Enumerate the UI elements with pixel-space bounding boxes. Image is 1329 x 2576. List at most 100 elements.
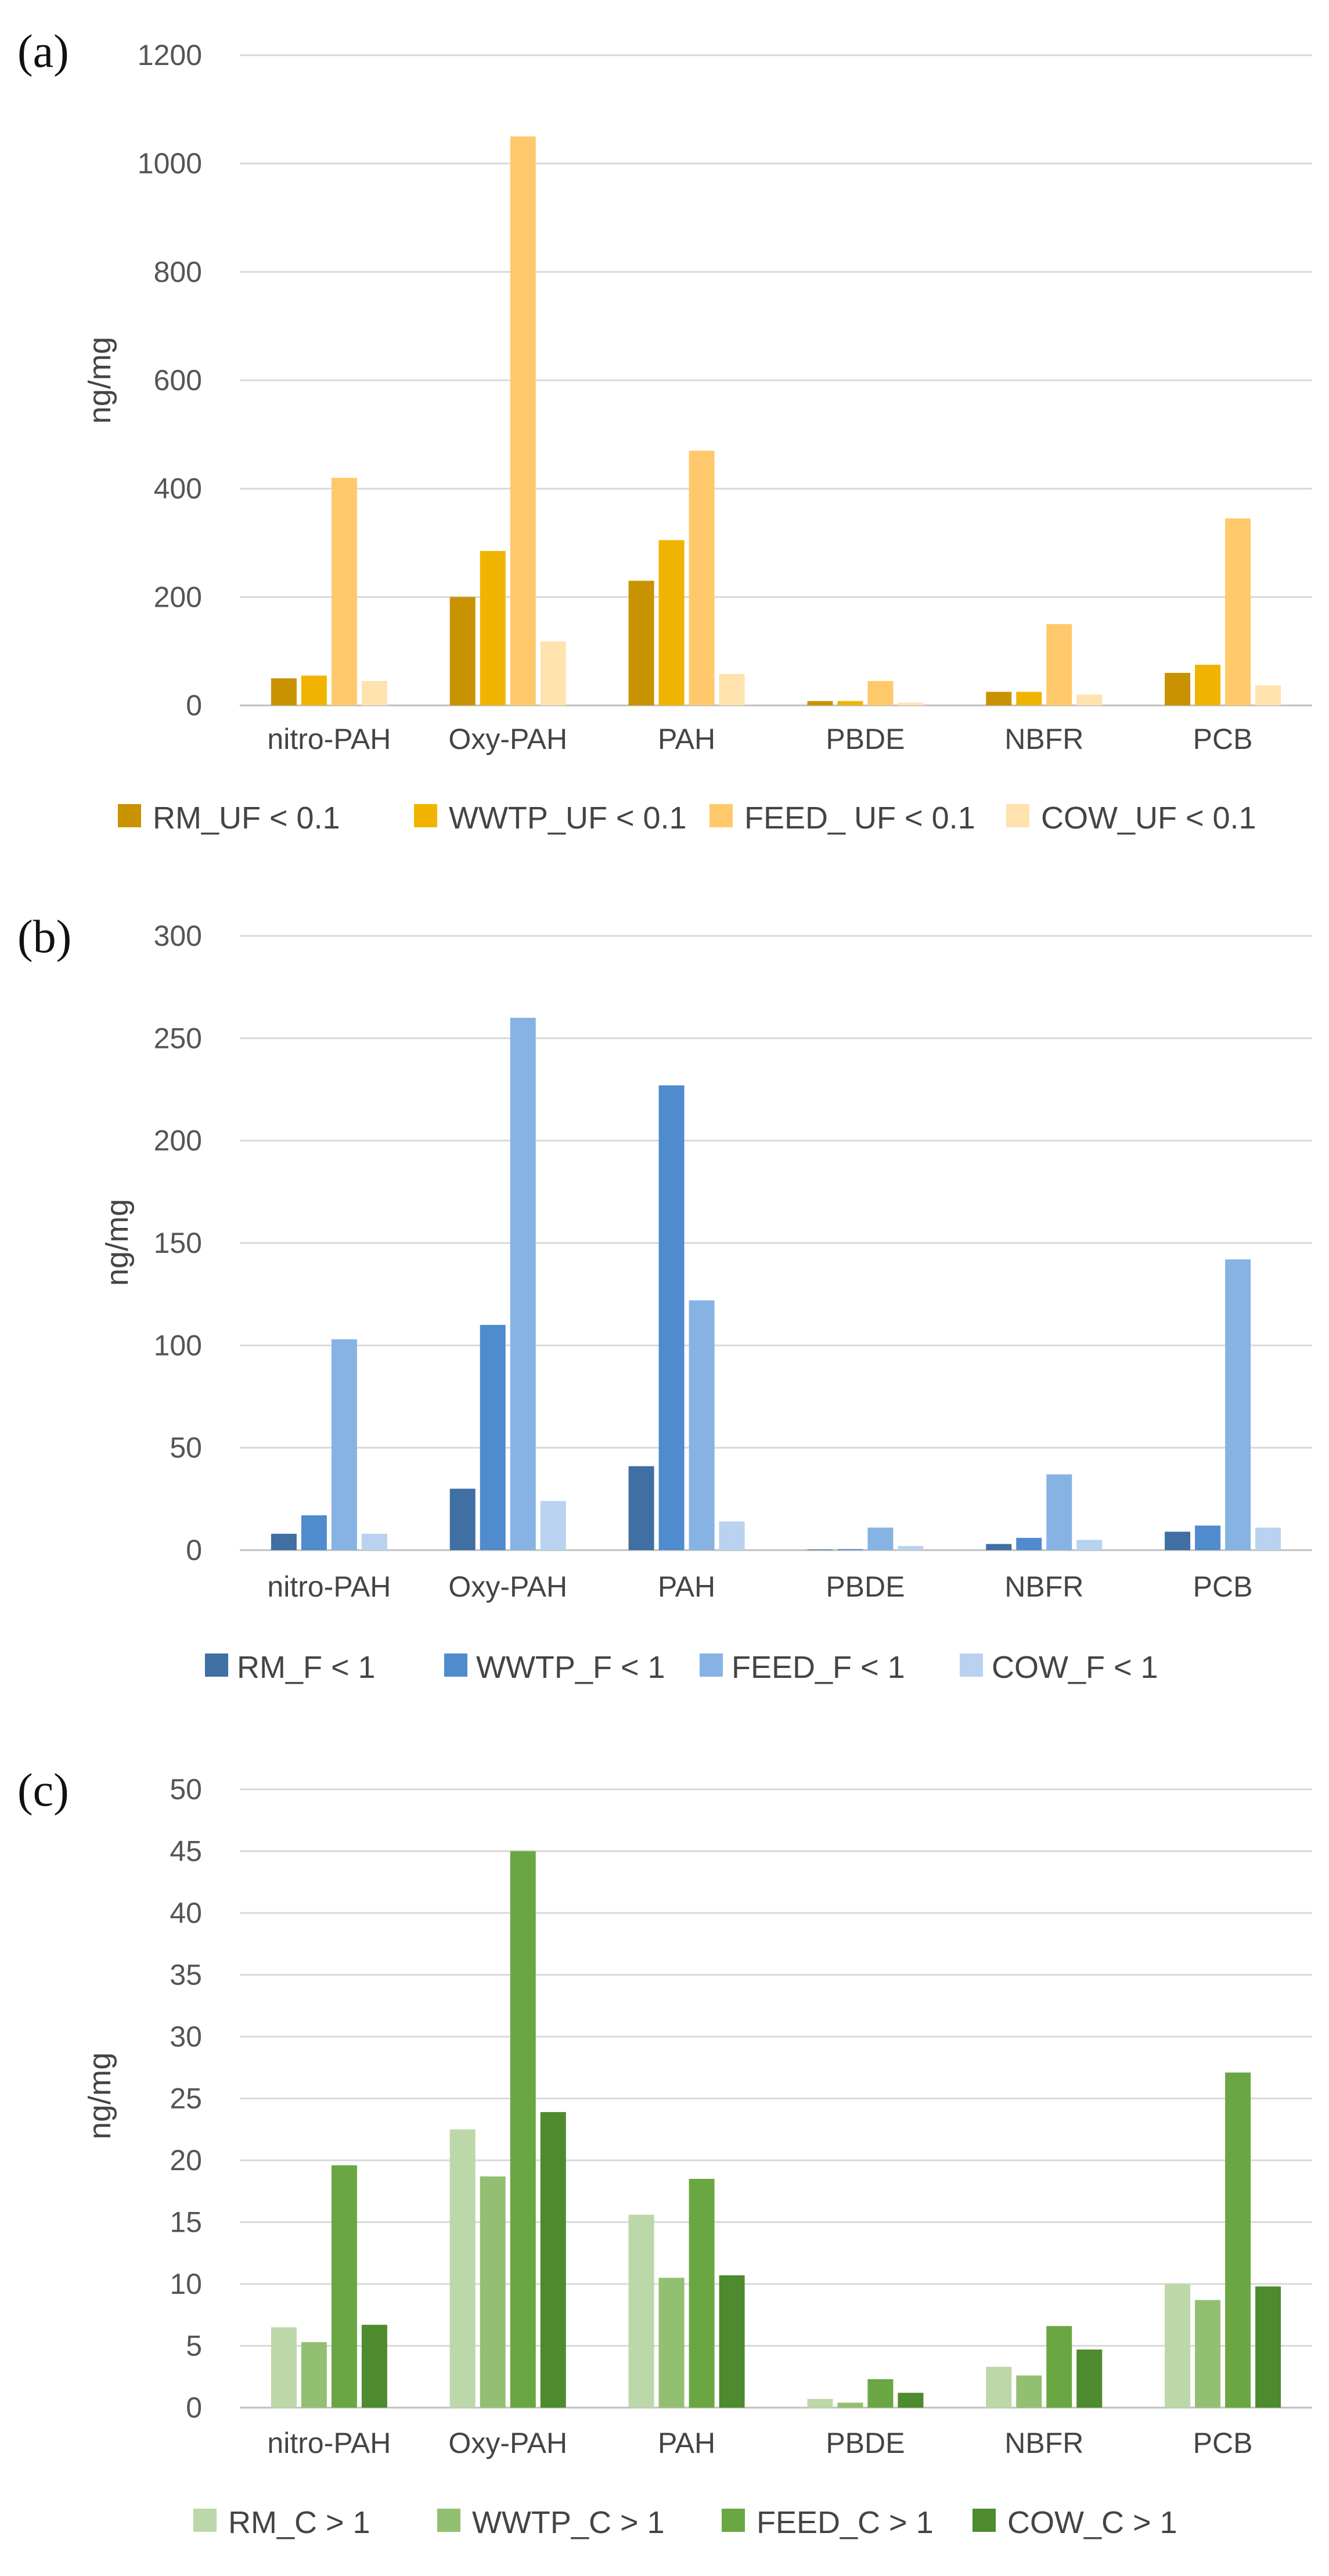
y-tick-label: 45 <box>170 1835 202 1868</box>
bar-oxy-pah-series-3 <box>510 1018 536 1550</box>
bar-pcb-series-4 <box>1255 685 1281 705</box>
bar-oxy-pah-series-2 <box>480 2176 506 2408</box>
bar-oxy-pah-series-3 <box>510 136 536 705</box>
x-tick-label: NBFR <box>1004 1570 1083 1603</box>
x-tick-label: PCB <box>1193 1570 1253 1603</box>
y-tick-label: 300 <box>154 920 202 952</box>
bar-pcb-series-3 <box>1225 2072 1251 2408</box>
bar-pbde-series-2 <box>837 1549 863 1550</box>
y-axis-title: ng/mg <box>82 337 117 424</box>
bar-nitro-pah-series-3 <box>331 1339 357 1550</box>
bar-pbde-series-3 <box>867 1527 894 1550</box>
bar-oxy-pah-series-1 <box>449 1489 476 1550</box>
bar-pbde-series-2 <box>837 2402 863 2408</box>
bar-nitro-pah-series-3 <box>331 2165 357 2408</box>
x-tick-label: nitro-PAH <box>267 1570 391 1603</box>
bar-oxy-pah-series-2 <box>480 551 506 705</box>
bar-pcb-series-2 <box>1195 1525 1221 1550</box>
bar-nitro-pah-series-2 <box>301 1515 327 1550</box>
bar-nbfr-series-3 <box>1046 1474 1072 1550</box>
bar-nitro-pah-series-4 <box>361 1533 387 1550</box>
chart-panel-a: (a) 0 200 400 600 800 1000 1200 ng/mg nitro-PAH Ox… <box>17 26 1312 835</box>
bar-nitro-pah-series-2 <box>301 675 327 705</box>
legend-swatch <box>700 1653 723 1677</box>
y-tick-label: 250 <box>154 1022 202 1054</box>
bar-pcb-series-3 <box>1225 518 1251 705</box>
bar-pcb-series-2 <box>1195 2300 1221 2408</box>
y-tick-label: 200 <box>154 581 202 613</box>
bar-nitro-pah-series-4 <box>361 681 387 705</box>
bar-nbfr-series-4 <box>1076 694 1103 705</box>
y-tick-label: 10 <box>170 2268 202 2300</box>
bar-pcb-series-1 <box>1165 1532 1191 1550</box>
bar-oxy-pah-series-2 <box>480 1325 506 1550</box>
bar-nitro-pah-series-1 <box>271 678 297 705</box>
legend-label: RM_F < 1 <box>237 1650 376 1685</box>
y-tick-label: 40 <box>170 1897 202 1929</box>
bar-pah-series-4 <box>719 2275 745 2408</box>
legend-swatch <box>205 1653 228 1677</box>
bar-nitro-pah-series-1 <box>271 2327 297 2408</box>
panel-label: (c) <box>17 1765 69 1816</box>
bar-pbde-series-3 <box>867 2379 894 2408</box>
bar-pbde-series-2 <box>837 701 863 705</box>
x-tick-label: PBDE <box>826 2427 905 2459</box>
legend-swatch <box>709 804 733 827</box>
bar-nbfr-series-4 <box>1076 1540 1103 1550</box>
legend-label: FEED_C > 1 <box>757 2505 934 2540</box>
x-tick-label: PAH <box>658 2427 715 2459</box>
bar-oxy-pah-series-4 <box>540 2112 566 2408</box>
x-tick-label: PAH <box>658 1570 715 1603</box>
legend-swatch <box>118 804 141 827</box>
y-tick-label: 800 <box>154 255 202 288</box>
bar-pbde-series-4 <box>898 1545 924 1550</box>
bar-oxy-pah-series-1 <box>449 597 476 705</box>
y-tick-label: 0 <box>186 689 202 722</box>
bar-pah-series-2 <box>658 540 685 705</box>
y-tick-label: 5 <box>186 2330 202 2362</box>
bar-nitro-pah-series-2 <box>301 2342 327 2408</box>
bar-oxy-pah-series-4 <box>540 1501 566 1550</box>
legend-swatch <box>1006 804 1029 827</box>
x-tick-label: Oxy-PAH <box>448 723 567 755</box>
y-tick-label: 1000 <box>138 147 202 180</box>
bar-pbde-series-4 <box>898 2393 924 2408</box>
bar-pah-series-2 <box>658 2278 685 2408</box>
x-tick-label: PAH <box>658 723 715 755</box>
bar-nbfr-series-3 <box>1046 2326 1072 2408</box>
panel-label: (b) <box>17 911 71 963</box>
y-tick-label: 1200 <box>138 39 202 71</box>
legend-swatch <box>437 2509 460 2532</box>
y-tick-label: 100 <box>154 1329 202 1361</box>
x-tick-label: PBDE <box>826 1570 905 1603</box>
y-tick-label: 50 <box>170 1773 202 1806</box>
x-tick-label: NBFR <box>1004 723 1083 755</box>
bar-pcb-series-3 <box>1225 1259 1251 1550</box>
bar-oxy-pah-series-3 <box>510 1851 536 2408</box>
legend-swatch <box>960 1653 983 1677</box>
bar-nbfr-series-2 <box>1016 2375 1042 2408</box>
legend-label: COW_UF < 0.1 <box>1041 801 1256 835</box>
legend-label: COW_C > 1 <box>1007 2505 1177 2540</box>
bar-nitro-pah-series-3 <box>331 478 357 705</box>
bar-oxy-pah-series-1 <box>449 2129 476 2408</box>
bar-pah-series-3 <box>689 2178 715 2408</box>
y-tick-label: 400 <box>154 473 202 505</box>
bar-nitro-pah-series-1 <box>271 1533 297 1550</box>
bar-pcb-series-4 <box>1255 2286 1281 2408</box>
bar-oxy-pah-series-4 <box>540 641 566 705</box>
bar-nbfr-series-1 <box>986 691 1012 705</box>
panel-label: (a) <box>17 26 69 77</box>
legend-label: COW_F < 1 <box>992 1650 1158 1685</box>
y-axis-title: ng/mg <box>100 1199 135 1286</box>
y-tick-label: 200 <box>154 1125 202 1157</box>
legend-swatch <box>973 2509 996 2532</box>
x-tick-label: PCB <box>1193 2427 1253 2459</box>
bar-pah-series-3 <box>689 1300 715 1550</box>
bar-pah-series-3 <box>689 451 715 705</box>
legend-swatch <box>722 2509 745 2532</box>
bar-pah-series-1 <box>628 1466 654 1550</box>
x-tick-label: nitro-PAH <box>267 723 391 755</box>
legend-label: RM_C > 1 <box>228 2505 370 2540</box>
